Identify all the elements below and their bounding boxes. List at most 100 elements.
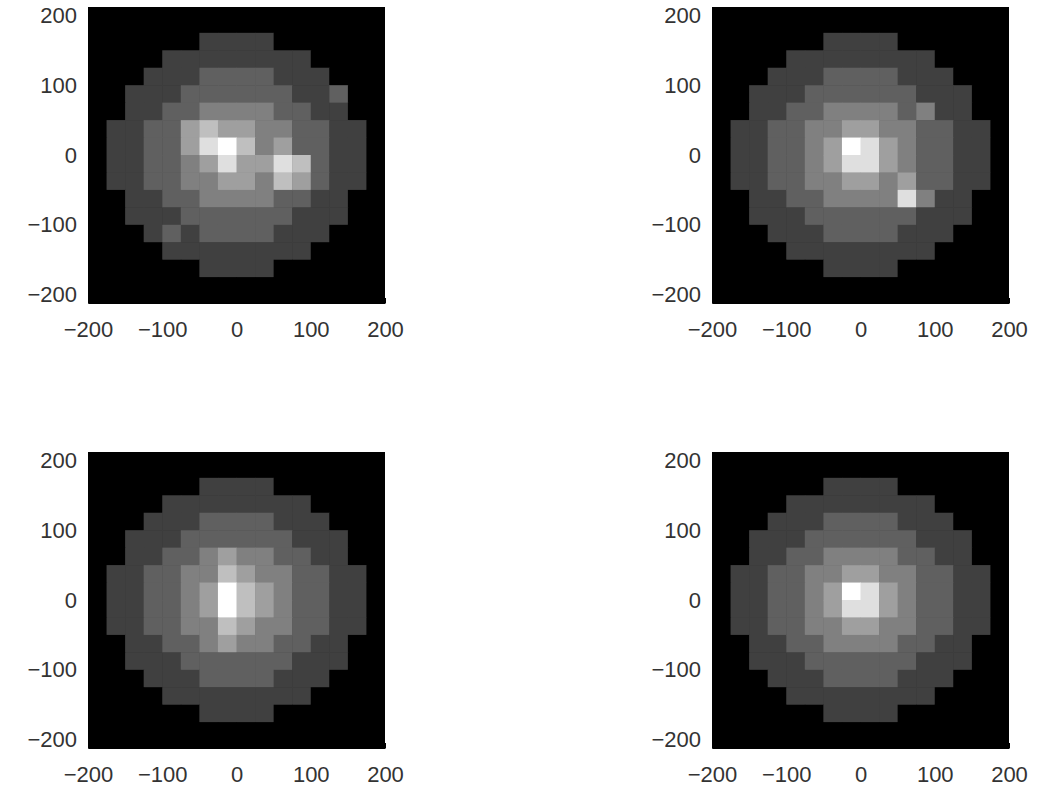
heatmap-cell bbox=[181, 670, 200, 688]
heatmap-cell bbox=[786, 530, 805, 548]
heatmap-cell bbox=[366, 172, 385, 190]
heatmap-cell bbox=[712, 513, 731, 531]
heatmap-cell bbox=[842, 15, 861, 33]
heatmap-cell bbox=[366, 478, 385, 496]
heatmap-cell bbox=[292, 120, 311, 138]
heatmap-cell bbox=[88, 103, 107, 121]
heatmap-cell bbox=[311, 705, 330, 723]
heatmap-cell bbox=[107, 277, 126, 295]
heatmap-cell bbox=[805, 68, 824, 86]
heatmap-cell bbox=[916, 652, 935, 670]
heatmap-cell bbox=[898, 513, 917, 531]
heatmap-cell bbox=[125, 33, 144, 51]
heatmap-cell bbox=[237, 138, 256, 156]
heatmap-cell bbox=[972, 617, 991, 635]
heatmap-cell bbox=[786, 548, 805, 566]
heatmap-cell bbox=[255, 548, 274, 566]
tick-label: 200 bbox=[991, 762, 1028, 787]
heatmap-cell bbox=[125, 50, 144, 68]
heatmap-cell bbox=[712, 85, 731, 103]
tick-mark bbox=[237, 743, 238, 748]
heatmap-cell bbox=[749, 172, 768, 190]
tick-label: 100 bbox=[293, 762, 330, 787]
tick-mark bbox=[88, 530, 93, 531]
heatmap-cell bbox=[861, 670, 880, 688]
x-axis: −200−1000100200 bbox=[688, 298, 1028, 342]
heatmap-cell bbox=[292, 548, 311, 566]
heatmap-cell bbox=[348, 120, 367, 138]
heatmap-cell bbox=[144, 190, 163, 208]
heatmap-cell bbox=[749, 495, 768, 513]
heatmap-cell bbox=[88, 600, 107, 618]
heatmap-cell bbox=[218, 15, 237, 33]
heatmap-cell bbox=[842, 138, 861, 156]
heatmap-cell bbox=[311, 652, 330, 670]
tick-label: −100 bbox=[138, 762, 188, 787]
heatmap-cell bbox=[953, 68, 972, 86]
heatmap-cell bbox=[311, 670, 330, 688]
tick: 100 bbox=[664, 518, 717, 543]
heatmap-cell bbox=[805, 460, 824, 478]
heatmap-cell bbox=[935, 277, 954, 295]
tick: −100 bbox=[651, 212, 717, 237]
heatmap-cell bbox=[125, 460, 144, 478]
heatmap-cell bbox=[768, 548, 787, 566]
heatmap-cell bbox=[861, 260, 880, 278]
heatmap-cell bbox=[731, 635, 750, 653]
heatmap-cell bbox=[749, 120, 768, 138]
heatmap-cell bbox=[292, 15, 311, 33]
heatmap-cell bbox=[861, 652, 880, 670]
heatmap-cell bbox=[366, 242, 385, 260]
heatmap-cell bbox=[842, 478, 861, 496]
tick: 100 bbox=[917, 298, 954, 342]
heatmap-cell bbox=[144, 565, 163, 583]
heatmap-cell bbox=[916, 225, 935, 243]
heatmap-cell bbox=[348, 172, 367, 190]
heatmap-cell bbox=[712, 478, 731, 496]
heatmap-cell bbox=[768, 722, 787, 740]
heatmap-cell bbox=[916, 583, 935, 601]
heatmap-cell bbox=[861, 687, 880, 705]
heatmap-cell bbox=[786, 190, 805, 208]
heatmap-cell bbox=[990, 172, 1009, 190]
heatmap-cell bbox=[311, 190, 330, 208]
heatmap-cell bbox=[749, 652, 768, 670]
heatmap-cell bbox=[162, 207, 181, 225]
heatmap-cell bbox=[162, 583, 181, 601]
heatmap-cell bbox=[255, 277, 274, 295]
heatmap-cell bbox=[879, 705, 898, 723]
heatmap-cell bbox=[731, 670, 750, 688]
figure: −200−1000100200−200−1000100200−200−10001… bbox=[0, 0, 1039, 795]
heatmap-cell bbox=[990, 33, 1009, 51]
heatmap-cell bbox=[237, 635, 256, 653]
heatmap-cell bbox=[274, 242, 293, 260]
heatmap-cell bbox=[274, 652, 293, 670]
heatmap-cell bbox=[292, 242, 311, 260]
heatmap-cell bbox=[107, 50, 126, 68]
heatmap-cell bbox=[749, 722, 768, 740]
heatmap-cell bbox=[823, 242, 842, 260]
heatmap-cell bbox=[348, 705, 367, 723]
heatmap-cell bbox=[916, 530, 935, 548]
heatmap-cell bbox=[749, 548, 768, 566]
heatmap-cell bbox=[311, 617, 330, 635]
heatmap-cell bbox=[162, 460, 181, 478]
y-axis: −200−1000100200 bbox=[27, 448, 93, 752]
heatmap-cell bbox=[311, 225, 330, 243]
heatmap-cell bbox=[972, 530, 991, 548]
heatmap-cell bbox=[366, 120, 385, 138]
heatmap-cell bbox=[162, 478, 181, 496]
heatmap-cell bbox=[311, 15, 330, 33]
heatmap-cell bbox=[348, 617, 367, 635]
tick-label: 200 bbox=[664, 448, 701, 473]
heatmap-cell bbox=[274, 138, 293, 156]
heatmap-cell bbox=[144, 722, 163, 740]
heatmap-cell bbox=[731, 722, 750, 740]
heatmap-cell bbox=[823, 705, 842, 723]
heatmap-cell bbox=[366, 155, 385, 173]
heatmap-cell bbox=[125, 635, 144, 653]
heatmap-cell bbox=[972, 33, 991, 51]
heatmap-cell bbox=[329, 277, 348, 295]
heatmap-cell bbox=[805, 513, 824, 531]
heatmap-cell bbox=[768, 50, 787, 68]
